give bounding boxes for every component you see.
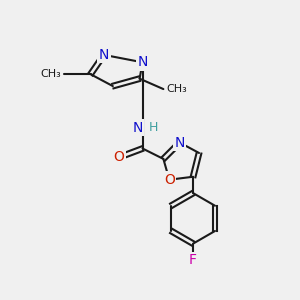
Text: N: N xyxy=(175,136,185,150)
Text: O: O xyxy=(164,173,175,187)
Text: N: N xyxy=(137,55,148,69)
Text: N: N xyxy=(99,48,109,62)
Text: N: N xyxy=(132,121,142,135)
Text: O: O xyxy=(113,150,124,164)
Text: CH₃: CH₃ xyxy=(166,84,187,94)
Text: H: H xyxy=(148,121,158,134)
Text: CH₃: CH₃ xyxy=(40,69,61,79)
Text: F: F xyxy=(189,253,197,267)
